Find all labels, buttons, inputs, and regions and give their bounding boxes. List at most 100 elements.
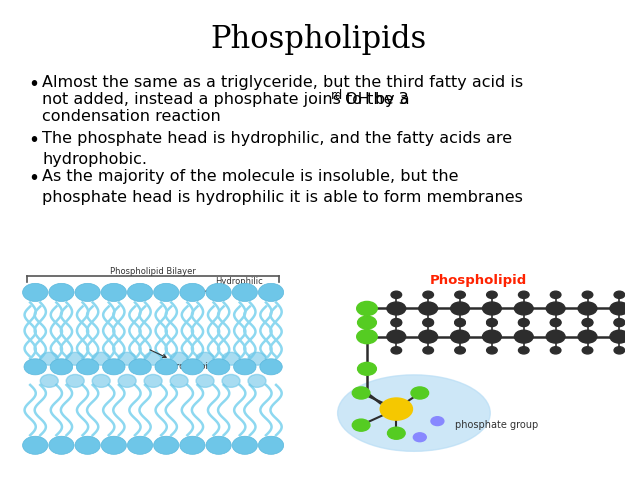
Circle shape: [551, 291, 561, 298]
Circle shape: [610, 330, 629, 343]
Circle shape: [222, 375, 240, 388]
Circle shape: [93, 353, 110, 365]
Circle shape: [206, 284, 231, 301]
Circle shape: [455, 291, 465, 298]
Circle shape: [487, 291, 497, 298]
Circle shape: [234, 359, 256, 375]
Circle shape: [154, 436, 179, 454]
Circle shape: [180, 436, 205, 454]
Circle shape: [118, 353, 136, 365]
Text: Phospholipid Bilayer: Phospholipid Bilayer: [110, 267, 196, 276]
Circle shape: [357, 330, 377, 344]
Circle shape: [519, 347, 529, 354]
Text: condensation reaction: condensation reaction: [42, 109, 221, 124]
Text: rd: rd: [331, 89, 343, 102]
Circle shape: [455, 319, 465, 327]
Circle shape: [487, 347, 497, 354]
Circle shape: [610, 302, 629, 315]
Circle shape: [411, 387, 429, 399]
Circle shape: [482, 330, 501, 343]
Text: •: •: [28, 131, 39, 150]
Circle shape: [77, 359, 99, 375]
Circle shape: [75, 436, 100, 454]
Circle shape: [154, 284, 179, 301]
Ellipse shape: [338, 375, 490, 451]
Circle shape: [357, 316, 376, 329]
Circle shape: [614, 291, 625, 298]
Circle shape: [455, 319, 465, 326]
Text: Almost the same as a triglyceride, but the third fatty acid is: Almost the same as a triglyceride, but t…: [42, 75, 523, 90]
Circle shape: [101, 284, 126, 301]
Circle shape: [614, 319, 625, 327]
Circle shape: [258, 284, 284, 301]
Circle shape: [101, 436, 126, 454]
Circle shape: [519, 319, 529, 327]
Circle shape: [260, 359, 282, 375]
Circle shape: [170, 375, 188, 388]
Text: Hydrophobic: Hydrophobic: [150, 350, 212, 371]
Circle shape: [455, 347, 465, 354]
Text: Phospholipid: Phospholipid: [430, 274, 527, 287]
Circle shape: [232, 436, 258, 454]
Circle shape: [551, 347, 561, 354]
Circle shape: [181, 359, 204, 375]
Circle shape: [582, 319, 593, 327]
Text: Phospholipids: Phospholipids: [211, 24, 427, 55]
Circle shape: [248, 375, 266, 388]
Circle shape: [170, 353, 188, 365]
Text: Hydrophilic: Hydrophilic: [191, 277, 263, 296]
Circle shape: [50, 359, 73, 375]
Circle shape: [419, 330, 438, 343]
Circle shape: [582, 347, 593, 354]
Circle shape: [118, 375, 136, 388]
Circle shape: [423, 319, 433, 327]
Circle shape: [582, 319, 593, 326]
Text: As the majority of the molecule is insoluble, but the
phosphate head is hydrophi: As the majority of the molecule is insol…: [42, 169, 523, 205]
Circle shape: [196, 353, 214, 365]
Circle shape: [380, 398, 413, 420]
Circle shape: [155, 359, 177, 375]
Circle shape: [75, 284, 100, 301]
Circle shape: [387, 302, 406, 315]
Circle shape: [519, 291, 529, 298]
Circle shape: [391, 291, 401, 298]
Circle shape: [128, 284, 152, 301]
Circle shape: [40, 353, 58, 365]
Text: not added, instead a phosphate joins to the 3: not added, instead a phosphate joins to …: [42, 92, 408, 107]
Circle shape: [48, 436, 74, 454]
Circle shape: [196, 375, 214, 388]
Circle shape: [22, 436, 48, 454]
Circle shape: [487, 319, 497, 327]
Circle shape: [551, 319, 561, 326]
Circle shape: [387, 427, 405, 439]
Circle shape: [258, 436, 284, 454]
Circle shape: [546, 330, 565, 343]
Circle shape: [352, 419, 370, 431]
Circle shape: [93, 375, 110, 388]
Circle shape: [419, 302, 438, 315]
Text: •: •: [28, 75, 39, 94]
Circle shape: [514, 330, 533, 343]
Circle shape: [352, 387, 370, 399]
Circle shape: [24, 359, 47, 375]
Circle shape: [519, 319, 529, 326]
Circle shape: [357, 363, 376, 375]
Circle shape: [614, 319, 625, 326]
Circle shape: [391, 347, 401, 354]
Circle shape: [180, 284, 205, 301]
Circle shape: [40, 375, 58, 388]
Circle shape: [482, 302, 501, 315]
Circle shape: [431, 417, 444, 425]
Circle shape: [66, 375, 84, 388]
Circle shape: [357, 301, 377, 316]
Text: •: •: [28, 169, 39, 188]
Text: OH by a: OH by a: [340, 92, 410, 107]
Circle shape: [129, 359, 151, 375]
Circle shape: [413, 433, 426, 442]
Circle shape: [232, 284, 258, 301]
Circle shape: [22, 284, 48, 301]
Circle shape: [391, 319, 401, 327]
Circle shape: [450, 330, 470, 343]
Circle shape: [128, 436, 152, 454]
Circle shape: [423, 319, 433, 326]
